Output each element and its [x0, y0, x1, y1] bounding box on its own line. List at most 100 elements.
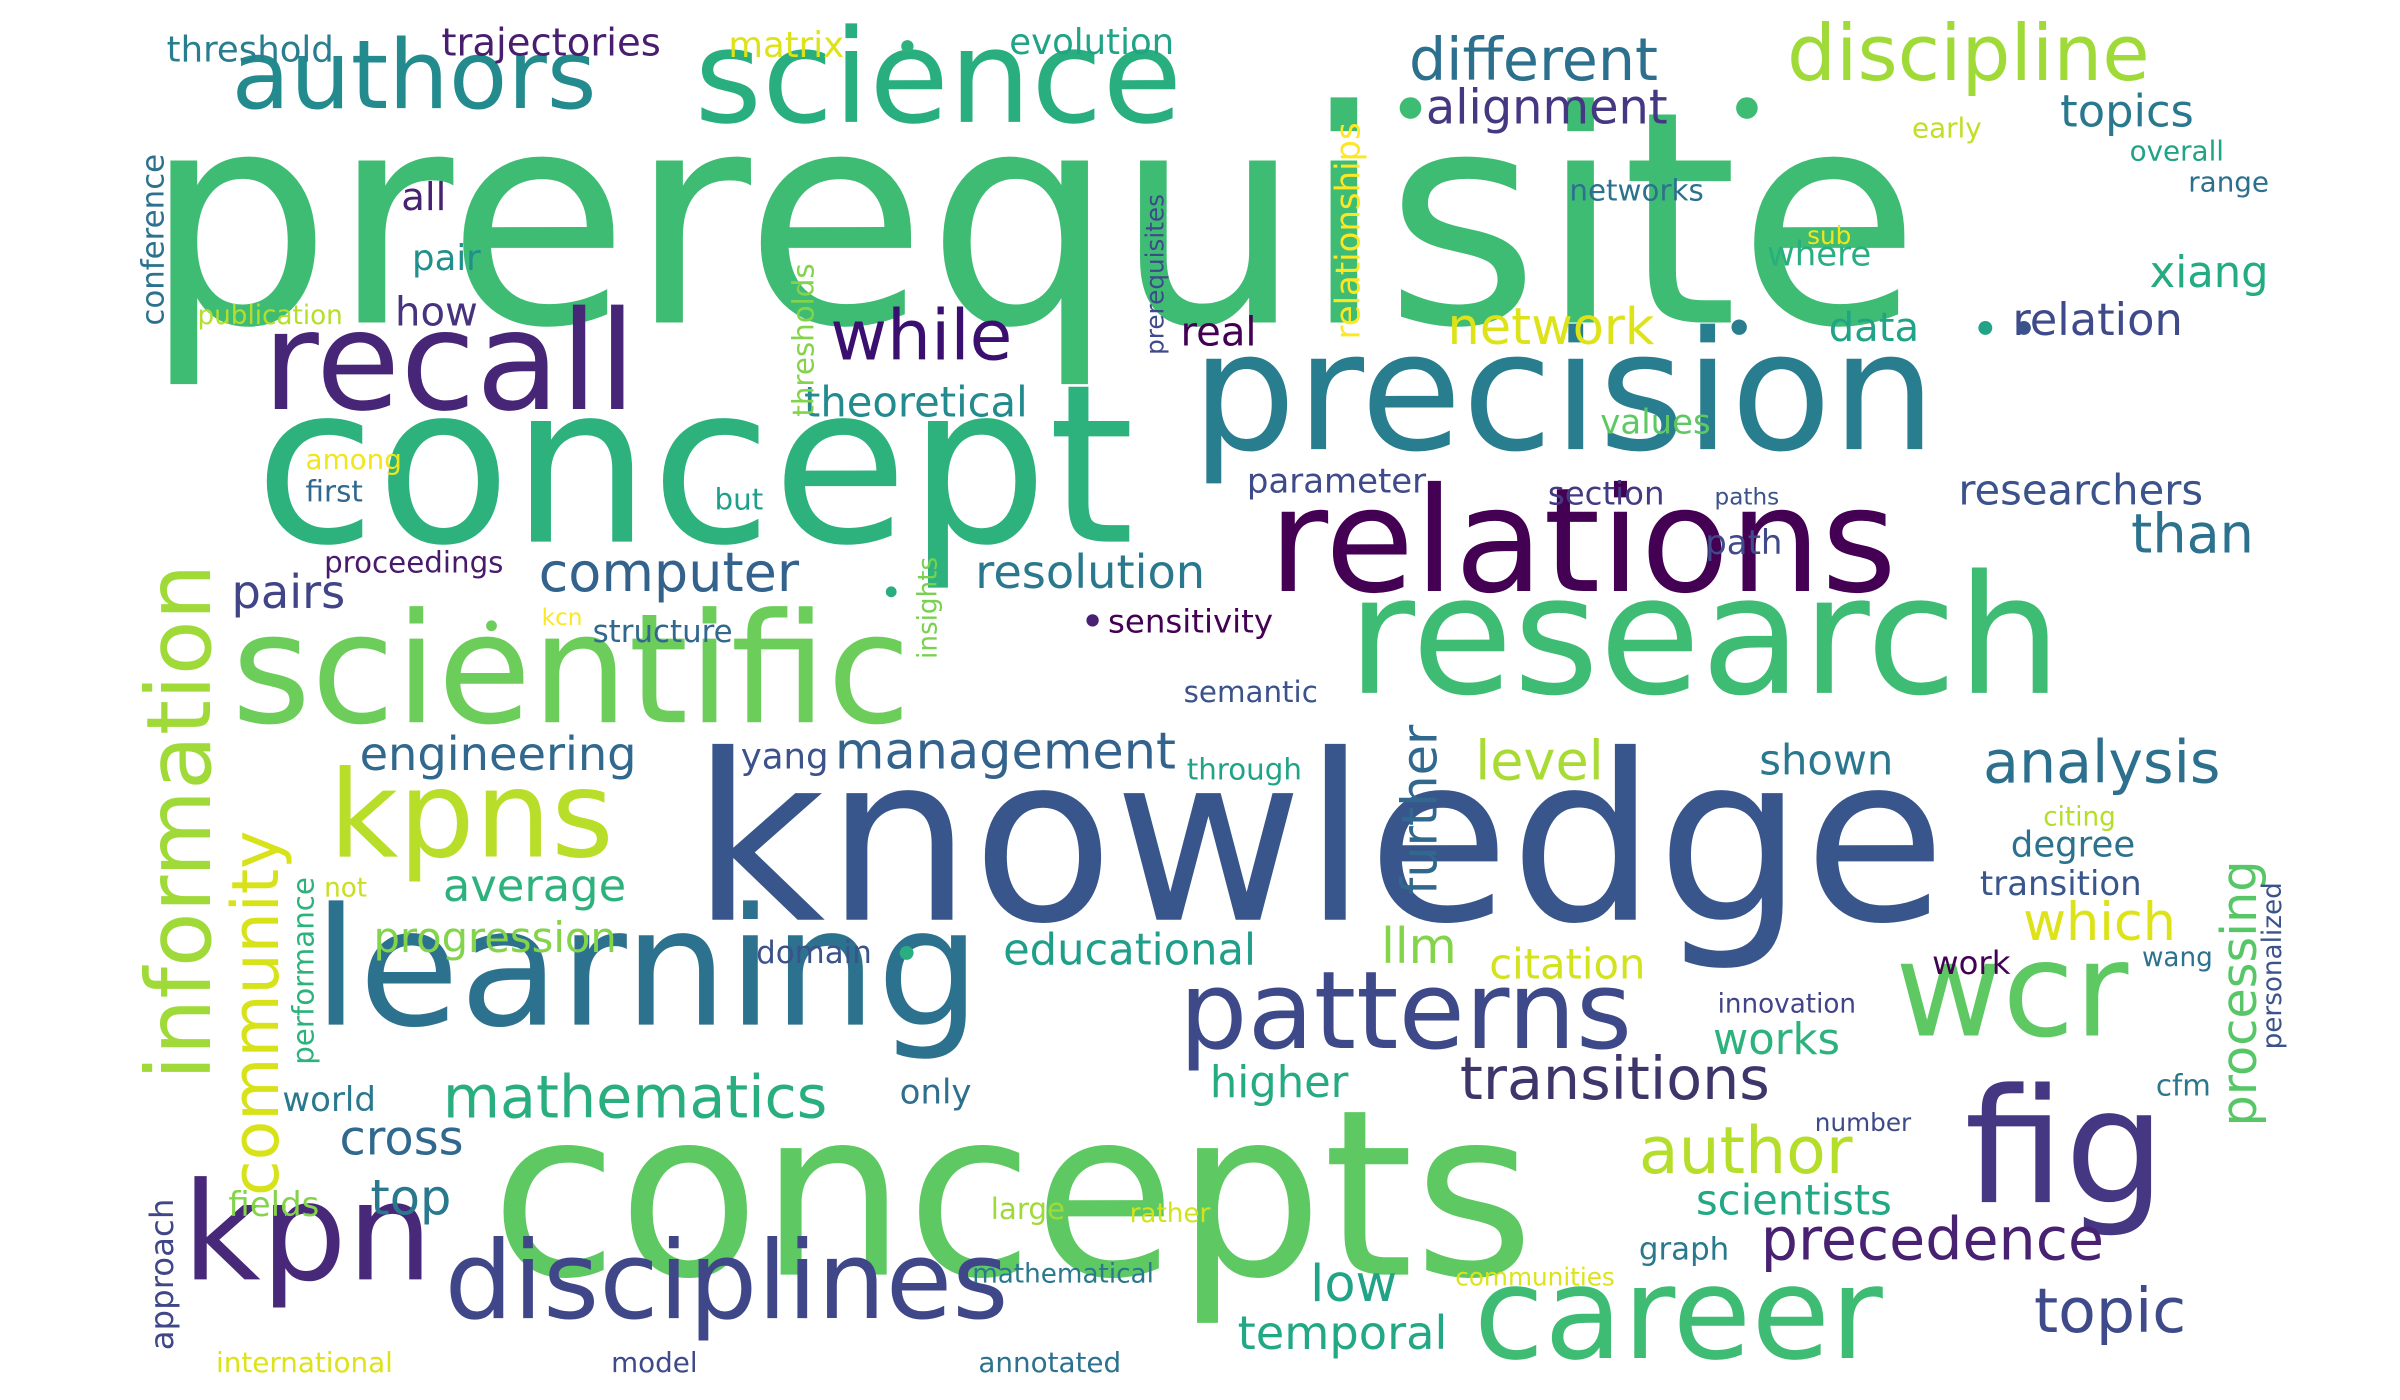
word-knowledge: knowledge: [691, 706, 1947, 976]
word-fragment-dot: [898, 945, 913, 960]
word-only: only: [899, 1074, 972, 1113]
word-matrix: matrix: [728, 26, 845, 67]
word-cfm: cfm: [2155, 1069, 2211, 1104]
word-conference: conference: [134, 153, 172, 326]
word-first: first: [305, 475, 363, 510]
word-proceedings: proceedings: [324, 546, 504, 581]
word-annotated: annotated: [978, 1347, 1122, 1380]
word-mathematics: mathematics: [442, 1063, 828, 1132]
word-research: research: [1347, 541, 2062, 734]
word-networks: networks: [1569, 174, 1704, 209]
word-fragment-dot: [485, 619, 497, 631]
word-path: path: [1705, 524, 1783, 564]
word-average: average: [442, 859, 627, 913]
word-relation: relation: [2012, 293, 2183, 346]
word-precedence: precedence: [1760, 1205, 2105, 1274]
word-how: how: [395, 290, 478, 337]
word-alignment: alignment: [1425, 80, 1668, 136]
word-citation: citation: [1489, 941, 1646, 990]
word-structure: structure: [592, 612, 733, 650]
word-overall: overall: [2129, 135, 2225, 169]
word-pairs: pairs: [231, 566, 346, 621]
word-scientists: scientists: [1695, 1177, 1892, 1226]
word-fragment-dot: [1086, 614, 1099, 627]
word-transitions: transitions: [1459, 1044, 1770, 1113]
word-analysis: analysis: [1983, 728, 2221, 797]
word-precision: precision: [1191, 297, 1937, 490]
word-sub: sub: [1807, 220, 1852, 250]
word-fields: fields: [228, 1186, 320, 1226]
word-higher: higher: [1209, 1057, 1349, 1109]
word-shown: shown: [1759, 737, 1894, 786]
word-computer: computer: [538, 543, 800, 605]
word-rather: rather: [1129, 1199, 1211, 1230]
word-sensitivity: sensitivity: [1108, 603, 1274, 641]
word-network: network: [1447, 296, 1655, 357]
word-domain: domain: [756, 933, 872, 971]
word-international: international: [216, 1347, 393, 1380]
word-xiang: xiang: [2149, 246, 2269, 298]
word-graph: graph: [1638, 1229, 1730, 1267]
word-transition: transition: [1979, 865, 2142, 905]
word-evolution: evolution: [1009, 23, 1175, 64]
word-low: low: [1310, 1253, 1398, 1314]
word-management: management: [834, 720, 1177, 781]
word-different: different: [1408, 26, 1658, 95]
word-large: large: [990, 1192, 1066, 1227]
word-real: real: [1180, 310, 1257, 357]
word-kpn: kpn: [182, 1152, 434, 1312]
word-fragment-dot: [885, 585, 896, 597]
word-semantic: semantic: [1183, 675, 1318, 710]
word-wang: wang: [2141, 942, 2213, 974]
word-innovation: innovation: [1717, 989, 1857, 1021]
word-trajectories: trajectories: [441, 20, 661, 65]
word-top: top: [370, 1168, 452, 1227]
word-publication: publication: [197, 300, 343, 332]
word-paths: paths: [1714, 483, 1780, 511]
word-while: while: [830, 294, 1013, 377]
word-progression: progression: [373, 915, 617, 963]
word-wcr: wcr: [1895, 915, 2129, 1068]
word-fragment-dot: [901, 40, 914, 53]
word-learning: learning: [313, 873, 981, 1064]
word-science: science: [694, 1, 1183, 153]
word-researchers: researchers: [1958, 467, 2204, 516]
word-data: data: [1828, 305, 1920, 352]
word-kcn: kcn: [541, 603, 583, 632]
word-relations: relations: [1268, 458, 1897, 627]
word-parameter: parameter: [1246, 462, 1427, 502]
word-fragment-dot: [1731, 319, 1747, 335]
word-prerequisite: prerequisite: [143, 49, 1921, 394]
word-where: where: [1766, 236, 1872, 275]
word-temporal: temporal: [1237, 1307, 1448, 1362]
word-approach: approach: [143, 1198, 181, 1351]
word-engineering: engineering: [359, 728, 637, 783]
word-pair: pair: [412, 239, 481, 280]
word-concepts: concepts: [490, 1061, 1535, 1331]
word-but: but: [714, 483, 764, 517]
word-values: values: [1600, 404, 1711, 443]
word-which: which: [2023, 891, 2176, 954]
word-community: community: [217, 830, 294, 1196]
word-cross: cross: [339, 1111, 464, 1167]
word-fragment-dot: [1736, 97, 1758, 119]
word-relationships: relationships: [1330, 122, 1369, 340]
word-fragment-dot: [1977, 320, 1992, 335]
word-among: among: [305, 444, 402, 477]
word-resolution: resolution: [975, 546, 1206, 601]
word-llm: llm: [1381, 916, 1457, 976]
word-range: range: [2188, 166, 2270, 200]
word-topic: topic: [2033, 1276, 2187, 1348]
word-processing: processing: [2209, 860, 2269, 1127]
word-further: further: [1390, 724, 1450, 896]
word-fig: fig: [1964, 1055, 2166, 1241]
word-recall: recall: [262, 280, 637, 442]
word-prerequisites: prerequisites: [1140, 194, 1170, 355]
word-personalized: personalized: [2257, 882, 2289, 1050]
word-fragment-dot: [2016, 320, 2031, 335]
word-world: world: [282, 1081, 376, 1121]
word-performance: performance: [287, 877, 321, 1065]
word-insights: insights: [913, 556, 945, 659]
word-early: early: [1912, 112, 1982, 146]
